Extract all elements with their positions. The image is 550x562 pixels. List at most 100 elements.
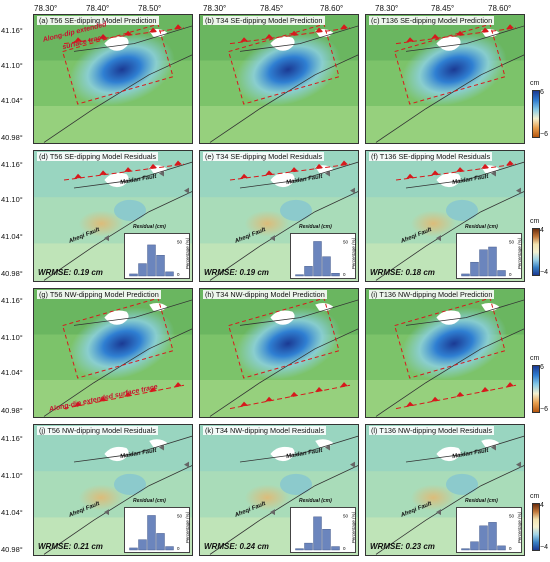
histogram-bar [470,541,479,551]
deformation-signal [235,307,341,380]
residual-patch [244,210,290,237]
histogram-ytick: 50 [509,239,515,244]
residual-histogram: Residual (cm)Percentage (%)−1−0.500.5150… [290,498,356,553]
histogram-plot: −1−0.500.51500 [129,513,183,551]
wrmse-value: WRMSE: 0.18 cm [370,268,435,277]
histogram-bar [129,273,138,277]
lat-tick: 41.10° [1,333,23,342]
thrust-triangle-icon [481,387,489,393]
fault-marker-icon [184,461,189,468]
thrust-triangle-icon [149,27,157,33]
extended-surface-trace [229,384,351,410]
lat-tick: 41.16° [1,26,23,35]
histogram-bar [461,273,470,277]
lat-tick: 41.10° [1,195,23,204]
data-gap [104,36,129,51]
thrust-triangle-icon [340,382,348,388]
lat-tick: 41.10° [1,471,23,480]
thrust-triangle-icon [456,30,464,36]
histogram-bar [313,241,322,277]
map-canvas [200,289,358,417]
thrust-triangle-icon [99,396,107,402]
thrust-triangle-icon [431,396,439,402]
deformation-signal [69,307,175,380]
thrust-triangle-icon [456,167,464,173]
maidan-fault-line [239,435,358,463]
maidan-fault-line [73,25,192,52]
prediction-colorbar [532,365,540,413]
histogram-bar [295,548,304,551]
lon-tick: 78.60° [320,4,344,13]
thrust-triangle-icon [240,173,248,179]
histogram-plot: −1−0.500.51500 [295,513,349,551]
fault-marker-icon [325,170,330,177]
thrust-triangle-icon [481,27,489,33]
thrust-triangle-icon [406,173,414,179]
lat-tick: 40.98° [1,406,23,415]
thrust-triangle-icon [481,163,489,169]
panel-title: (b) T34 SE-dipping Model Prediction [203,16,325,25]
colorbar-min: −6 [540,406,548,413]
thrust-triangle-icon [240,37,248,43]
residual-patch [410,210,456,237]
maidan-fault-line [73,435,192,463]
histogram-bar [497,270,506,277]
histogram-ytick: 50 [509,513,515,518]
deformation-signal [235,33,341,106]
fault-marker-icon [270,509,275,516]
histogram-bar [497,545,506,551]
histogram-bar [138,263,147,277]
aheqi-fault-line [375,54,524,143]
deformation-signal [69,33,175,106]
thrust-triangle-icon [506,160,514,166]
histogram-plot: −1−0.500.51500 [461,513,515,551]
thrust-triangle-icon [340,160,348,166]
thrust-triangle-icon [340,24,348,30]
maidan-fault-line [405,299,524,326]
thrust-triangle-icon [406,37,414,43]
map-canvas [366,289,524,417]
histogram-xlabel: Residual (cm) [465,224,498,230]
lon-tick: 78.50° [138,4,162,13]
aheqi-fault-line [43,54,192,143]
data-gap [270,172,295,188]
histogram-bar [470,261,479,277]
histogram-bar [147,515,156,551]
histogram-bar [165,271,174,277]
extended-surface-trace [63,163,185,181]
aheqi-fault-line [43,191,192,281]
colorbar-unit: cm [530,218,540,225]
histogram-bar [156,255,165,277]
thrust-triangle-icon [174,160,182,166]
histogram-ytick: 50 [343,513,349,518]
histogram-bar [461,548,470,551]
histogram-ytick: 0 [343,546,346,551]
aheqi-fault-line [209,465,358,555]
lat-tick: 40.98° [1,545,23,554]
lat-tick: 41.16° [1,296,23,305]
data-gap [436,36,461,51]
extended-surface-trace [63,384,185,410]
maidan-fault-line [239,299,358,326]
panel-title: (f) T136 SE-dipping Model Residuals [369,152,493,161]
histogram-ytick: 50 [177,513,183,518]
data-gap [436,446,461,462]
thrust-triangle-icon [265,396,273,402]
histogram-ytick: 0 [509,272,512,277]
panel-title: (d) T56 SE-dipping Model Residuals [37,152,159,161]
residual-map-panel: (l) T136 NW-dipping Model Residuals Maida… [365,424,525,556]
lat-tick: 41.04° [1,508,23,517]
histogram-xlabel: Residual (cm) [465,498,498,504]
fault-marker-icon [350,461,355,468]
data-gap [270,446,295,462]
map-canvas [366,15,524,143]
lat-tick: 40.98° [1,133,23,142]
histogram-ytick: 0 [343,272,346,277]
residual-colorbar [532,228,540,276]
panel-title: (g) T56 NW-dipping Model Prediction [37,290,161,299]
data-gap [270,36,295,51]
thrust-triangle-icon [74,401,82,407]
colorbar-unit: cm [530,493,540,500]
residual-map-panel: (d) T56 SE-dipping Model Residuals Maidan… [33,150,193,282]
residual-map-panel: (f) T136 SE-dipping Model Residuals Maida… [365,150,525,282]
